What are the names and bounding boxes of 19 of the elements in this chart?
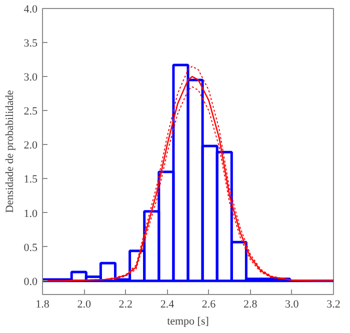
x-tick-label: 1.8 <box>36 298 50 310</box>
x-tick-label: 2.8 <box>243 298 258 310</box>
y-tick-label: 0.5 <box>24 242 38 254</box>
y-tick-label: 2.5 <box>24 106 38 118</box>
y-tick-label: 1.0 <box>24 208 38 220</box>
x-axis-title: tempo [s] <box>167 316 209 328</box>
y-tick-label: 0.0 <box>24 276 38 288</box>
y-axis-title: Densidade de probabilidade <box>4 90 16 213</box>
y-tick-label: 2.0 <box>24 140 38 152</box>
x-tick-label: 3.0 <box>285 298 300 310</box>
y-tick-label: 1.5 <box>24 174 38 186</box>
y-tick-label: 3.5 <box>24 38 38 50</box>
x-tick-label: 2.0 <box>77 298 92 310</box>
x-tick-label: 2.2 <box>118 298 133 310</box>
x-tick-label: 2.6 <box>202 298 216 310</box>
x-tick-label: 3.2 <box>326 298 340 310</box>
y-tick-label: 4.0 <box>24 4 38 16</box>
y-tick-label: 3.0 <box>24 72 38 84</box>
x-tick-label: 2.4 <box>160 298 175 310</box>
